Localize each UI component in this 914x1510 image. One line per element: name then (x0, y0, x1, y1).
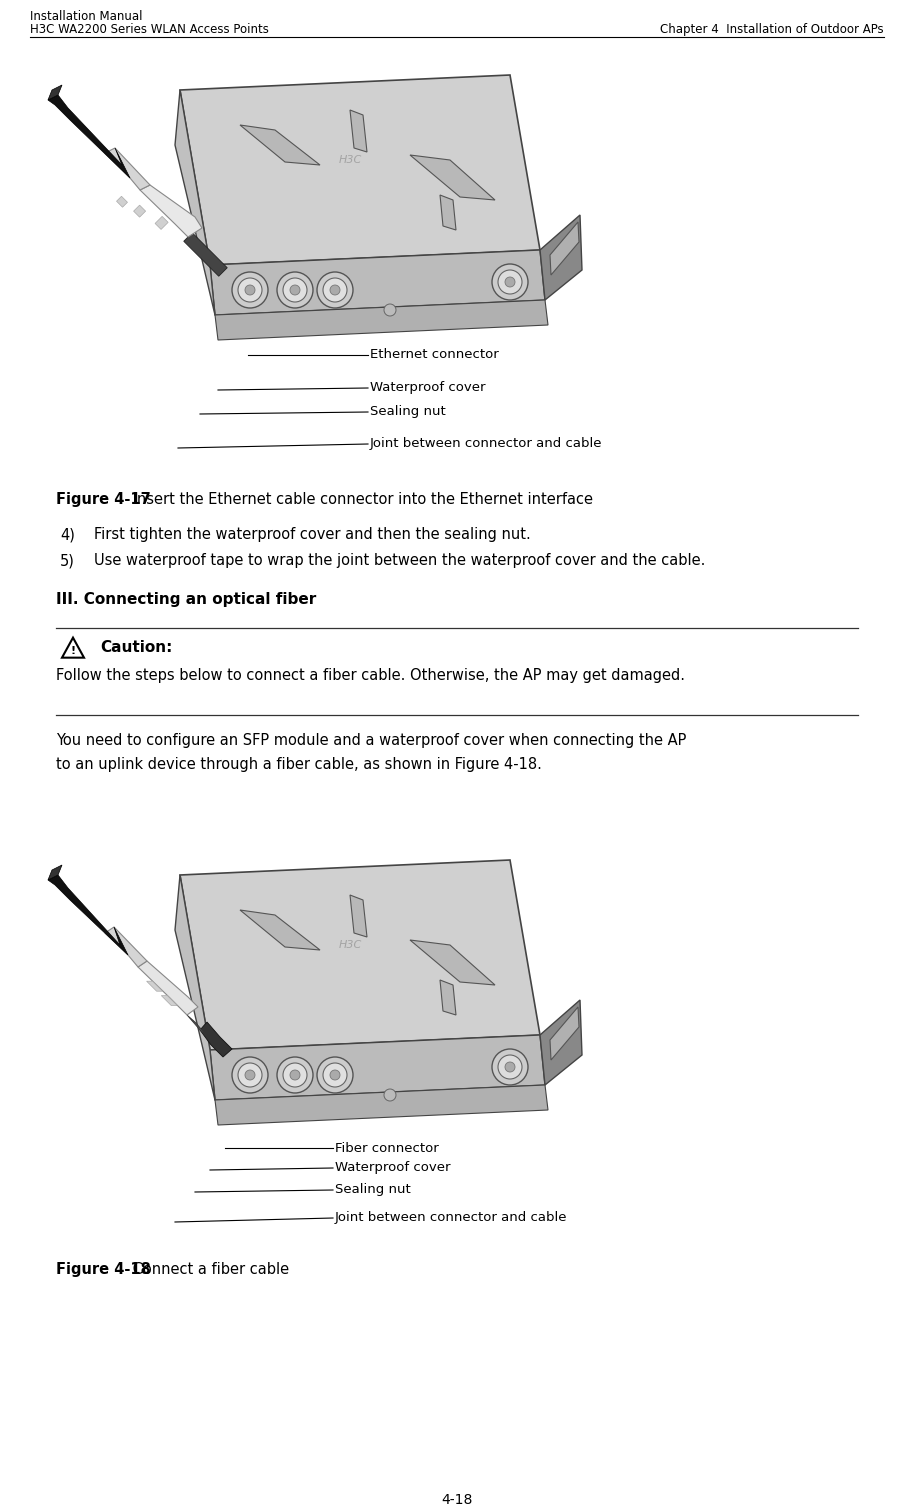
Text: Follow the steps below to connect a fiber cable. Otherwise, the AP may get damag: Follow the steps below to connect a fibe… (56, 667, 685, 683)
Text: You need to configure an SFP module and a waterproof cover when connecting the A: You need to configure an SFP module and … (56, 732, 686, 747)
Circle shape (323, 1063, 347, 1087)
Circle shape (330, 285, 340, 294)
Circle shape (245, 285, 255, 294)
Circle shape (505, 276, 515, 287)
Text: Joint between connector and cable: Joint between connector and cable (335, 1211, 568, 1225)
Text: Chapter 4  Installation of Outdoor APs: Chapter 4 Installation of Outdoor APs (661, 23, 884, 36)
Polygon shape (410, 941, 495, 985)
Polygon shape (540, 214, 582, 300)
Polygon shape (62, 637, 84, 658)
Text: to an uplink device through a fiber cable, as shown in Figure 4-18.: to an uplink device through a fiber cabl… (56, 757, 542, 772)
Text: !: ! (70, 646, 76, 655)
Text: 4): 4) (60, 527, 75, 542)
Text: Figure 4-17: Figure 4-17 (56, 492, 151, 507)
Polygon shape (210, 251, 545, 316)
Text: Sealing nut: Sealing nut (335, 1184, 410, 1196)
Circle shape (245, 1071, 255, 1080)
Circle shape (498, 1055, 522, 1080)
Polygon shape (350, 110, 367, 153)
Circle shape (277, 272, 313, 308)
Polygon shape (116, 196, 127, 207)
Circle shape (290, 285, 300, 294)
Polygon shape (140, 186, 202, 237)
Circle shape (330, 1071, 340, 1080)
Circle shape (283, 1063, 307, 1087)
Text: Caution:: Caution: (100, 640, 173, 655)
Polygon shape (187, 1015, 208, 1037)
Circle shape (232, 272, 268, 308)
Text: Installation Manual: Installation Manual (30, 11, 143, 23)
Text: Waterproof cover: Waterproof cover (370, 382, 485, 394)
Polygon shape (175, 91, 215, 316)
Circle shape (323, 278, 347, 302)
Text: Connect a fiber cable: Connect a fiber cable (128, 1262, 289, 1277)
Polygon shape (215, 300, 548, 340)
Polygon shape (215, 1086, 548, 1125)
Polygon shape (48, 865, 62, 880)
Polygon shape (180, 861, 540, 1049)
Circle shape (283, 278, 307, 302)
Text: H3C: H3C (338, 156, 362, 165)
Circle shape (238, 1063, 262, 1087)
Circle shape (317, 272, 353, 308)
Polygon shape (180, 76, 540, 264)
Text: Insert the Ethernet cable connector into the Ethernet interface: Insert the Ethernet cable connector into… (128, 492, 593, 507)
Circle shape (492, 1049, 528, 1086)
Text: Joint between connector and cable: Joint between connector and cable (370, 438, 602, 450)
Circle shape (498, 270, 522, 294)
Polygon shape (48, 874, 128, 954)
Circle shape (238, 278, 262, 302)
Polygon shape (48, 85, 62, 100)
Polygon shape (146, 982, 163, 991)
Text: H3C WA2200 Series WLAN Access Points: H3C WA2200 Series WLAN Access Points (30, 23, 269, 36)
Text: H3C: H3C (338, 941, 362, 950)
Text: Figure 4-18: Figure 4-18 (56, 1262, 151, 1277)
Polygon shape (138, 960, 198, 1015)
Polygon shape (240, 911, 320, 950)
Polygon shape (184, 233, 228, 276)
Circle shape (277, 1057, 313, 1093)
Polygon shape (48, 95, 130, 178)
Circle shape (232, 1057, 268, 1093)
Text: Waterproof cover: Waterproof cover (335, 1161, 451, 1175)
Polygon shape (155, 216, 168, 230)
Polygon shape (350, 895, 367, 938)
Polygon shape (210, 1034, 545, 1099)
Text: Ethernet connector: Ethernet connector (370, 349, 499, 361)
Polygon shape (200, 1022, 232, 1057)
Text: 5): 5) (60, 553, 75, 568)
Polygon shape (105, 927, 147, 966)
Text: Sealing nut: Sealing nut (370, 406, 446, 418)
Polygon shape (550, 222, 579, 275)
Polygon shape (440, 980, 456, 1015)
Polygon shape (161, 995, 177, 1006)
Polygon shape (440, 195, 456, 230)
Polygon shape (240, 125, 320, 165)
Text: III. Connecting an optical fiber: III. Connecting an optical fiber (56, 592, 316, 607)
Polygon shape (175, 874, 215, 1099)
Text: Use waterproof tape to wrap the joint between the waterproof cover and the cable: Use waterproof tape to wrap the joint be… (94, 553, 706, 568)
Circle shape (505, 1062, 515, 1072)
Circle shape (384, 1089, 396, 1101)
Circle shape (492, 264, 528, 300)
Circle shape (317, 1057, 353, 1093)
Polygon shape (133, 205, 145, 217)
Polygon shape (410, 156, 495, 199)
Polygon shape (550, 1007, 579, 1060)
Text: 4-18: 4-18 (441, 1493, 473, 1507)
Polygon shape (540, 1000, 582, 1086)
Circle shape (290, 1071, 300, 1080)
Circle shape (384, 304, 396, 316)
Text: Fiber connector: Fiber connector (335, 1142, 439, 1155)
Polygon shape (105, 148, 150, 190)
Text: First tighten the waterproof cover and then the sealing nut.: First tighten the waterproof cover and t… (94, 527, 531, 542)
